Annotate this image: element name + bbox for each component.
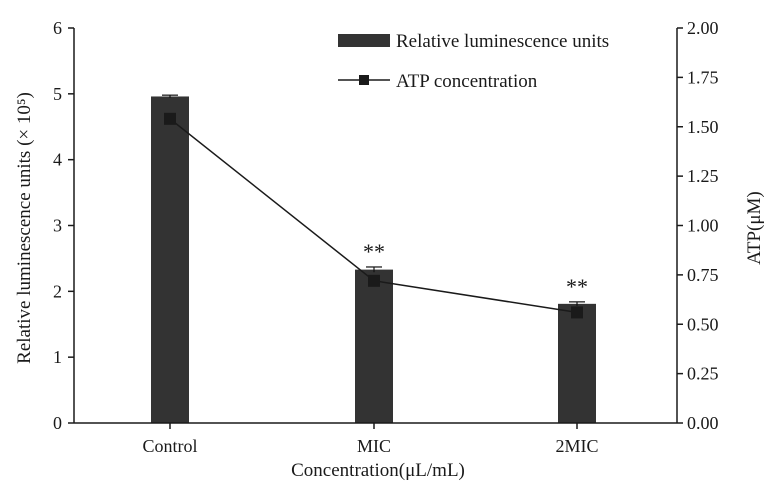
y2-tick-label: 0.50: [687, 314, 719, 334]
legend-bar-label: Relative luminescence units: [396, 31, 609, 52]
y2-tick-label: 1.50: [687, 117, 719, 137]
y-axis-title: Relative luminescence units (× 10⁵): [14, 92, 35, 364]
legend-line-label: ATP concentration: [396, 71, 538, 92]
significance-label: **: [566, 274, 588, 299]
y2-axis-ticks: 0.00 0.25 0.50 0.75 1.00 1.25 1.50 1.75 2.00: [677, 18, 719, 433]
y2-tick-label: 0.75: [687, 265, 719, 285]
atp-point: [164, 112, 176, 125]
bar: [151, 96, 189, 423]
bar: [355, 269, 393, 423]
y2-tick-label: 1.00: [687, 216, 719, 236]
y-tick-label: 3: [53, 216, 62, 236]
x-axis-title: Concentration(μL/mL): [291, 460, 465, 481]
atp-point: [571, 306, 583, 319]
significance-label: **: [363, 239, 385, 264]
y2-tick-label: 0.25: [687, 364, 719, 384]
atp-point: [368, 274, 380, 287]
y2-tick-label: 0.00: [687, 413, 719, 433]
y2-axis-title: ATP(μM): [744, 191, 765, 265]
bar-error-bars: [162, 94, 585, 306]
y-tick-label: 1: [53, 347, 62, 367]
y2-tick-label: 1.25: [687, 166, 719, 186]
y-tick-label: 5: [53, 84, 62, 104]
x-tick-label: Control: [142, 436, 197, 456]
legend-line-marker: [359, 75, 369, 85]
significance-labels: ** **: [363, 239, 588, 299]
x-axis-ticks: Control MIC 2MIC: [142, 423, 599, 456]
y2-tick-label: 1.75: [687, 67, 719, 87]
bar: [558, 303, 596, 423]
x-tick-label: MIC: [357, 436, 391, 456]
line-series: [164, 112, 583, 319]
y-tick-label: 6: [53, 18, 62, 38]
legend: Relative luminescence units ATP concentr…: [338, 31, 609, 92]
y-tick-label: 0: [53, 413, 62, 433]
bar-series: [151, 96, 596, 423]
y2-tick-label: 2.00: [687, 18, 719, 38]
y-tick-label: 4: [53, 150, 62, 170]
x-tick-label: 2MIC: [555, 436, 598, 456]
y-axis-ticks: 0 1 2 3 4 5 6: [53, 18, 74, 433]
legend-bar-swatch: [338, 34, 390, 47]
y-tick-label: 2: [53, 281, 62, 301]
